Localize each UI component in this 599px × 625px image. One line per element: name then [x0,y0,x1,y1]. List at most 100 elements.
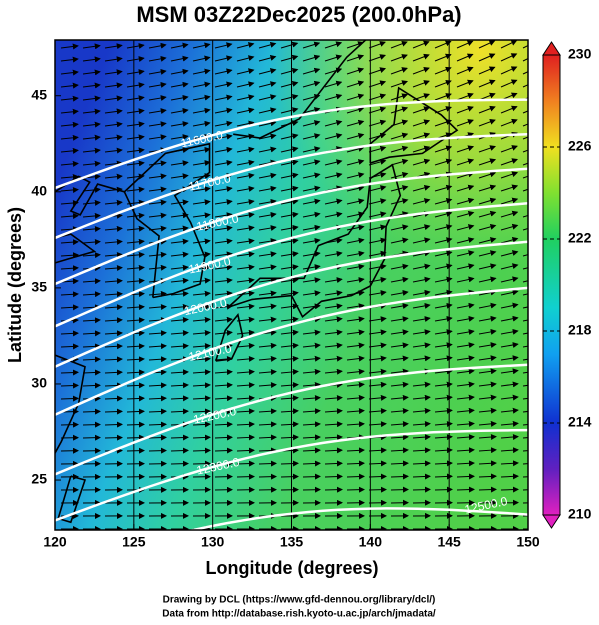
wind-arrow [280,146,299,153]
wind-arrow [104,95,123,102]
wind-arrow [82,56,101,63]
wind-arrow [302,251,321,257]
wind-arrow [390,486,409,493]
wind-arrow [126,251,145,258]
wind-arrow [522,254,528,257]
wind-arrow [368,407,387,414]
wind-arrow [60,382,79,389]
wind-arrow [390,54,408,62]
wind-arrow [148,251,167,258]
wind-arrow [456,92,474,101]
wind-arrow [192,225,211,232]
wind-arrow [280,342,299,349]
wind-arrow [192,94,211,101]
wind-arrow [170,238,189,245]
wind-arrow [214,212,233,219]
colorbar [542,54,561,516]
wind-arrow [346,198,365,205]
wind-arrow [412,486,431,493]
wind-arrow [236,42,255,49]
wind-arrow [368,119,387,127]
wind-arrow [148,186,167,193]
wind-arrow [478,486,497,493]
wind-arrow [236,185,255,192]
wind-arrow [522,228,528,231]
wind-arrow [302,120,321,127]
wind-arrow [434,447,453,454]
wind-arrow [82,343,101,350]
wind-arrow [346,290,365,297]
wind-arrow [236,225,255,232]
wind-arrow [258,94,277,101]
wind-arrow [104,121,123,128]
wind-arrow [346,316,365,323]
wind-arrow [346,80,365,88]
wind-arrow [258,460,277,467]
wind-arrow [258,225,277,231]
wind-arrow [236,81,255,88]
wind-arrow [258,290,277,297]
wind-arrow [390,185,409,192]
wind-arrow [258,198,277,205]
wind-arrow [522,175,528,179]
wind-arrow [258,120,277,127]
wind-arrow [500,460,519,467]
wind-arrow [434,316,453,322]
wind-arrow [302,447,321,454]
wind-arrow [434,329,453,336]
wind-arrow [148,81,167,88]
wind-arrow [324,172,343,179]
wind-arrow [412,316,431,322]
wind-arrow [104,265,123,271]
wind-arrow [170,147,189,154]
wind-arrow [258,408,277,415]
wind-arrow [302,133,321,140]
wind-arrow [60,173,79,180]
wind-arrow [302,277,321,284]
wind-arrow [324,93,343,101]
wind-arrow [236,107,255,114]
wind-arrow [258,421,277,428]
wind-arrow [236,434,255,441]
wind-arrow [214,68,233,75]
wind-arrow [434,460,453,467]
wind-arrow [280,172,299,179]
wind-arrow [280,421,299,428]
wind-arrow [302,93,321,101]
wind-arrow [478,315,497,322]
wind-arrow [434,158,453,166]
wind-arrow [302,224,321,231]
wind-arrow [214,356,233,362]
wind-arrow [478,53,496,62]
wind-arrow [500,447,519,454]
wind-arrow [434,355,453,362]
wind-arrow [456,119,474,127]
wind-arrow [368,54,386,62]
wind-arrow [368,421,387,428]
wind-arrow [390,119,409,127]
wind-arrow [192,199,211,206]
wind-arrow [500,105,518,114]
wind-arrow [82,291,101,298]
wind-arrow [258,133,277,140]
wind-arrow [500,328,519,335]
wind-arrow [170,316,189,323]
wind-arrow [412,329,431,336]
wind-arrow [214,120,233,127]
wind-arrow [214,81,233,88]
wind-arrow [280,120,299,127]
wind-arrow [280,395,299,402]
wind-arrow [390,40,408,49]
wind-arrow [346,250,365,257]
wind-arrow [60,265,79,272]
wind-arrow [214,107,233,114]
wind-arrow [236,133,255,140]
wind-arrow [324,316,343,323]
wind-arrow [500,118,518,127]
wind-arrow [434,381,453,388]
wind-arrow [236,120,255,127]
wind-arrow [456,486,475,493]
wind-arrow [324,303,343,310]
wind-arrow [126,225,145,232]
wind-arrow [258,172,277,179]
